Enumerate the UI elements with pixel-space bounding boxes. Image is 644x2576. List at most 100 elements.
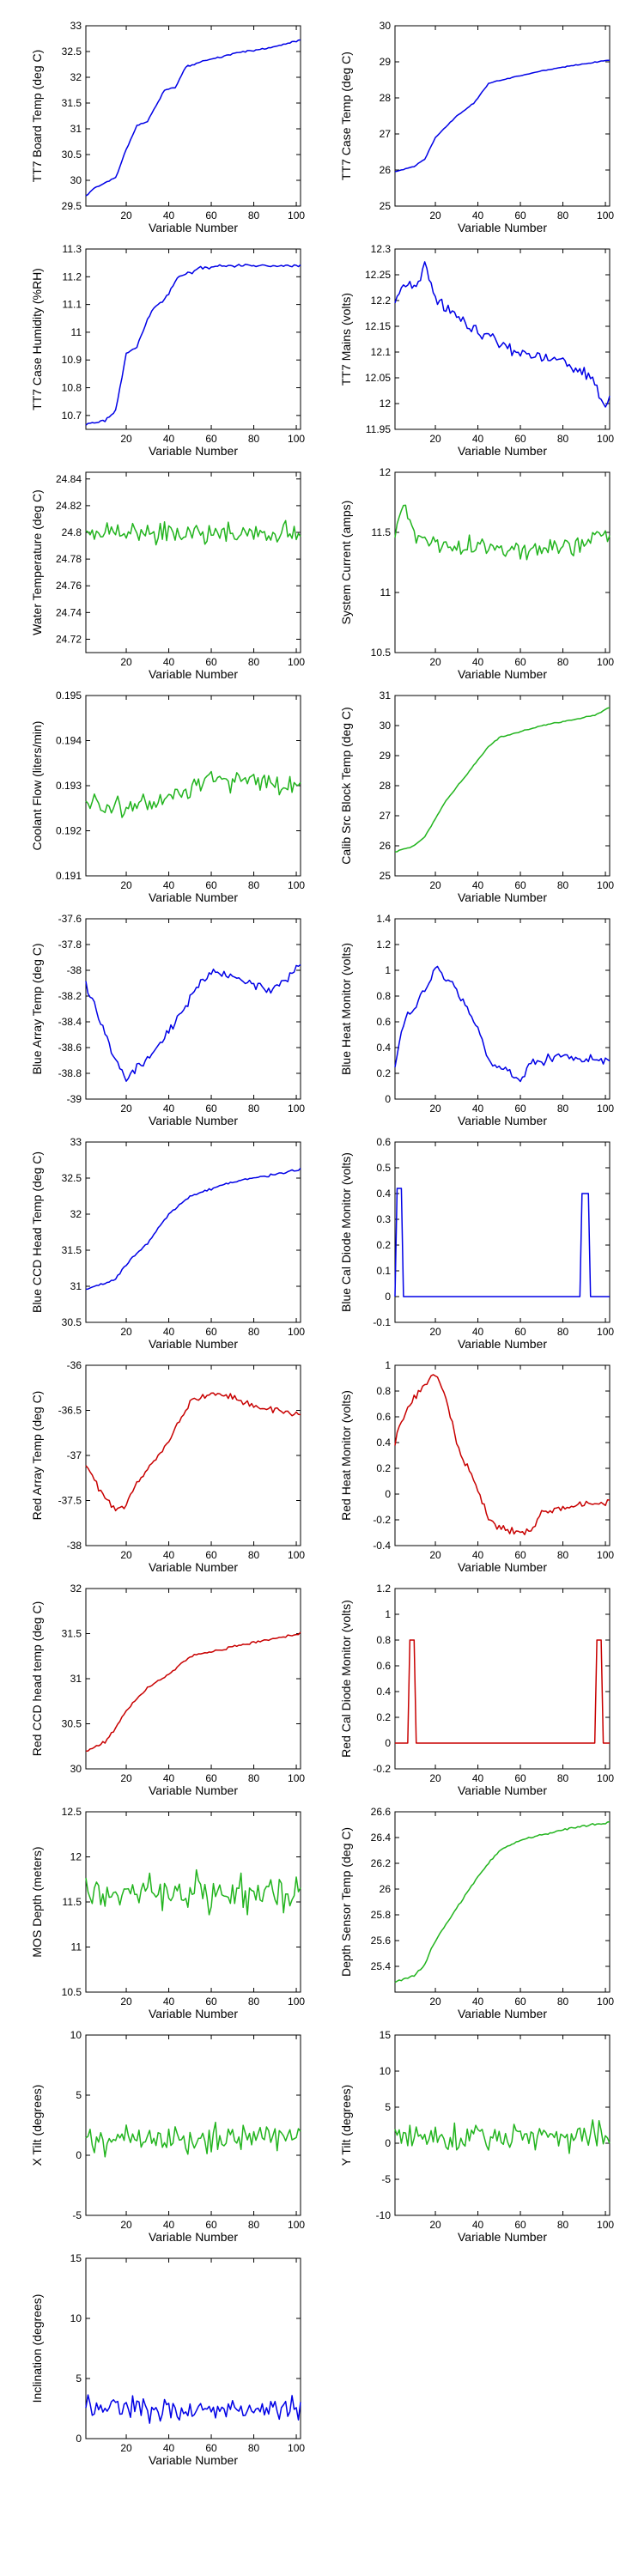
x-axis-label: Variable Number xyxy=(458,1560,547,1574)
y-tick-label: 10.9 xyxy=(62,354,82,366)
chart-panel-14: 20 40 60 80 100 -0.4 -0.2 0 0.2 0.4 0.6 0.8 1 Variabl… xyxy=(339,1359,614,1574)
x-tick-label: 60 xyxy=(514,1326,526,1338)
x-tick-label: 20 xyxy=(429,1996,441,2008)
y-tick-label: 28 xyxy=(380,92,392,104)
y-tick-label: 1 xyxy=(385,964,391,976)
x-tick-label: 100 xyxy=(288,2442,305,2454)
x-tick-label: 60 xyxy=(205,2442,217,2454)
y-axis-label: MOS Depth (meters) xyxy=(30,1846,44,1957)
y-axis-label: TT7 Board Temp (deg C) xyxy=(30,50,44,183)
y-tick-label: 5 xyxy=(76,2089,82,2101)
y-tick-label: 24.82 xyxy=(56,500,82,512)
x-tick-label: 60 xyxy=(514,2219,526,2231)
y-tick-label: 32.5 xyxy=(62,1172,82,1184)
x-tick-label: 20 xyxy=(429,210,441,222)
y-tick-label: 0 xyxy=(76,2433,82,2445)
y-tick-label: 10 xyxy=(70,2312,82,2324)
y-tick-label: -37.8 xyxy=(58,939,82,951)
y-tick-label: -38 xyxy=(67,1540,82,1552)
x-tick-label: 80 xyxy=(248,210,260,222)
chart-panel-5: 20 40 60 80 100 24.72 24.74 24.76 24.78 24.8 24.82… xyxy=(30,471,305,681)
plot-frame xyxy=(394,1141,611,1323)
data-series-line xyxy=(394,504,611,561)
plot-frame xyxy=(394,1811,611,1993)
y-axis-label: Y Tilt (degrees) xyxy=(339,2085,353,2166)
data-series-line xyxy=(394,1374,611,1535)
y-tick-label: 24.78 xyxy=(56,553,82,565)
y-tick-label: 10.7 xyxy=(62,410,82,422)
x-tick-label: 20 xyxy=(120,1549,132,1561)
x-tick-label: 80 xyxy=(557,210,569,222)
x-tick-label: 60 xyxy=(205,2219,217,2231)
y-axis-label: Red Array Temp (deg C) xyxy=(30,1391,44,1521)
y-tick-label: 12.15 xyxy=(365,320,391,332)
x-tick-label: 40 xyxy=(472,2219,484,2231)
y-tick-label: 0 xyxy=(385,1291,391,1303)
y-axis-label: Red Cal Diode Monitor (volts) xyxy=(339,1600,353,1758)
y-tick-label: 11.95 xyxy=(366,423,391,435)
chart-panel-8: 20 40 60 80 100 25 26 27 28 29 30 31 Variable Number… xyxy=(339,690,614,904)
y-tick-label: 26 xyxy=(380,1883,392,1895)
x-tick-label: 20 xyxy=(120,1326,132,1338)
plot-frame xyxy=(85,471,301,653)
x-tick-label: 20 xyxy=(429,433,441,445)
y-tick-label: 1 xyxy=(385,1359,391,1371)
plot-frame xyxy=(85,1364,301,1546)
y-tick-label: -10 xyxy=(376,2209,392,2221)
y-tick-label: -37.6 xyxy=(58,913,82,925)
x-tick-label: 40 xyxy=(163,1996,175,2008)
y-tick-label: 25.8 xyxy=(371,1909,392,1921)
x-axis-label: Variable Number xyxy=(458,221,547,234)
y-tick-label: 24.84 xyxy=(56,473,82,485)
plot-frame xyxy=(85,25,301,207)
y-tick-label: 30 xyxy=(380,20,392,32)
x-axis-label: Variable Number xyxy=(458,2230,547,2244)
plot-frame xyxy=(394,2034,611,2216)
chart-panel-6: 20 40 60 80 100 10.5 11 11.5 12 Variable Number Sy… xyxy=(339,466,614,681)
y-tick-label: -38.8 xyxy=(58,1067,82,1079)
y-tick-label: 0.5 xyxy=(376,1162,391,1174)
x-tick-label: 80 xyxy=(248,2219,260,2231)
y-axis-label: Blue Array Temp (deg C) xyxy=(30,943,44,1074)
x-axis-label: Variable Number xyxy=(149,1783,238,1797)
plot-frame xyxy=(394,471,611,653)
x-tick-label: 40 xyxy=(472,433,484,445)
x-tick-label: 100 xyxy=(597,2219,614,2231)
y-tick-label: -37.5 xyxy=(58,1495,82,1507)
x-tick-label: 80 xyxy=(248,1103,260,1115)
y-tick-label: 31.5 xyxy=(62,97,82,109)
x-tick-label: 100 xyxy=(288,1326,305,1338)
chart-panel-11: 20 40 60 80 100 30.5 31 31.5 32 32.5 33 Variable Nu… xyxy=(30,1136,305,1351)
y-tick-label: -37 xyxy=(67,1449,82,1461)
x-tick-label: 100 xyxy=(288,210,305,222)
y-tick-label: 33 xyxy=(70,20,82,32)
y-tick-label: 32 xyxy=(70,1583,82,1595)
x-axis-label: Variable Number xyxy=(149,2007,238,2020)
data-series-line xyxy=(394,261,611,408)
y-tick-label: 12.2 xyxy=(371,295,392,307)
x-tick-label: 60 xyxy=(205,879,217,891)
y-tick-label: -5 xyxy=(381,2173,391,2185)
plot-frame xyxy=(85,248,301,430)
x-axis-label: Variable Number xyxy=(458,1783,547,1797)
x-tick-label: 80 xyxy=(557,1772,569,1784)
x-tick-label: 60 xyxy=(205,1326,217,1338)
data-series-line xyxy=(85,2394,301,2424)
y-tick-label: 12 xyxy=(70,1851,82,1863)
y-tick-label: 0.8 xyxy=(376,1634,391,1646)
chart-panel-17: 20 40 60 80 100 10.5 11 11.5 12 12.5 Variable Numb… xyxy=(30,1806,305,2020)
y-tick-label: 27 xyxy=(380,128,392,140)
x-tick-label: 20 xyxy=(429,2219,441,2231)
x-tick-label: 40 xyxy=(163,1772,175,1784)
y-tick-label: 1 xyxy=(385,1608,391,1620)
y-tick-label: 12.05 xyxy=(365,372,391,384)
y-tick-label: 30 xyxy=(380,720,392,732)
x-tick-label: 80 xyxy=(557,1549,569,1561)
x-tick-label: 60 xyxy=(205,656,217,668)
x-tick-label: 40 xyxy=(472,656,484,668)
y-tick-label: 12.5 xyxy=(62,1806,82,1818)
x-tick-label: 20 xyxy=(429,1772,441,1784)
chart-panel-1: 20 40 60 80 100 29.5 30 30.5 31 31.5 32 32.5 33 Varia… xyxy=(30,20,305,234)
y-tick-label: 11.2 xyxy=(63,270,82,283)
chart-panel-3: 20 40 60 80 100 10.7 10.8 10.9 11 11.1 11.2 11.3 Var… xyxy=(30,243,305,458)
